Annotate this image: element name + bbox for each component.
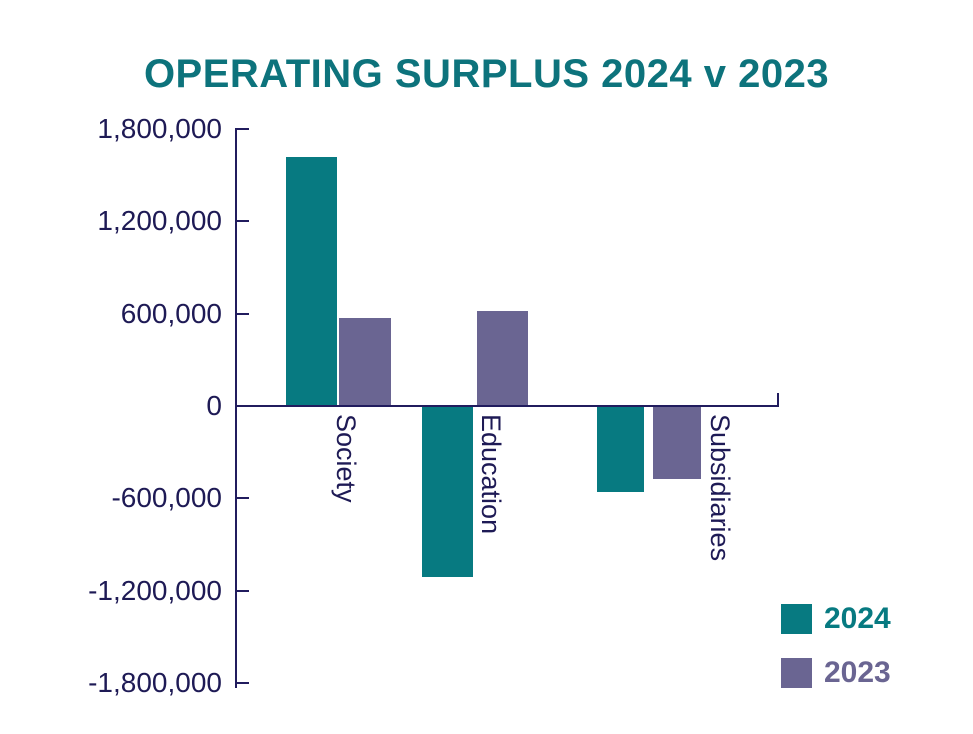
bar-education-2023 (477, 310, 528, 406)
y-axis-tick-label: -1,800,000 (88, 666, 222, 698)
bar-society-2024 (286, 156, 337, 406)
y-axis-line (235, 128, 237, 688)
y-axis-tick-mark (235, 589, 249, 592)
y-axis-tick-label: 1,200,000 (97, 205, 222, 237)
y-axis-tick-label: -1,200,000 (88, 574, 222, 606)
legend-swatch-2024 (781, 604, 812, 634)
y-axis-tick-mark (235, 220, 249, 223)
legend-swatch-2023 (781, 658, 812, 688)
y-axis-tick-label: 0 (206, 390, 222, 421)
y-axis-tick-label: 1,800,000 (97, 113, 222, 145)
legend-label-2023: 2023 (824, 656, 891, 689)
y-axis-tick-label: 600,000 (120, 297, 222, 329)
bar-subsidiaries-2023 (653, 406, 701, 480)
category-label-education: Education (476, 414, 506, 535)
bar-education-2024 (422, 406, 473, 577)
category-label-subsidiaries: Subsidiaries (705, 414, 735, 562)
bar-subsidiaries-2024 (597, 406, 644, 493)
y-axis-tick-label: -600,000 (111, 482, 222, 514)
y-axis-tick-mark (235, 128, 249, 131)
bar-society-2023 (339, 317, 391, 406)
zero-baseline-end-tick (777, 393, 779, 406)
y-axis-tick-mark (235, 497, 249, 500)
legend-item-2023: 2023 (781, 658, 891, 688)
legend-item-2024: 2024 (781, 604, 891, 634)
chart-title: OPERATING SURPLUS 2024 v 2023 (143, 52, 830, 96)
y-axis-tick-mark (235, 681, 249, 684)
zero-baseline (235, 405, 779, 407)
category-label-society: Society (331, 414, 361, 503)
legend-label-2024: 2024 (824, 602, 891, 635)
y-axis-tick-mark (235, 312, 249, 315)
